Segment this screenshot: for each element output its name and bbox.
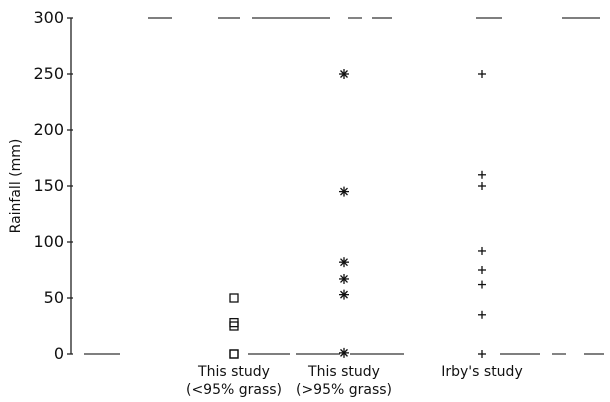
asterisk-point: [339, 186, 349, 197]
y-tick-label: 0: [54, 344, 64, 363]
y-tick-label: 50: [44, 288, 64, 307]
y-tick-label: 200: [33, 120, 64, 139]
square-point: [229, 349, 239, 359]
y-tick-label: 250: [33, 64, 64, 83]
asterisk-point: [339, 289, 349, 300]
asterisk-point: [339, 347, 349, 358]
category-label-line2: (>95% grass): [296, 382, 392, 398]
plus-point: [478, 310, 486, 319]
plus-point: [478, 350, 486, 358]
asterisk-point: [339, 273, 349, 284]
square-point: [229, 317, 239, 328]
square-point: [229, 293, 239, 303]
asterisk-point: [339, 257, 349, 268]
asterisk-point: [339, 69, 349, 79]
plus-point: [478, 246, 486, 255]
square-point: [229, 349, 239, 359]
plus-point: [478, 266, 486, 274]
category-label-line1: This study: [197, 364, 270, 380]
y-tick-label: 100: [33, 232, 64, 251]
data-points: [229, 69, 486, 359]
y-axis-ticks: 0 50 100 150 200 250 300: [33, 8, 73, 363]
plus-point: [478, 70, 486, 78]
y-tick-label: 300: [33, 8, 64, 27]
category-label-line2: (<95% grass): [186, 382, 282, 398]
y-tick-label: 150: [33, 176, 64, 195]
plus-point: [478, 280, 486, 289]
plus-point: [478, 182, 486, 190]
category-labels: This study (<95% grass) This study (>95% gr…: [186, 364, 523, 398]
plot-frame: [84, 17, 604, 355]
category-label-line1: This study: [307, 364, 380, 380]
category-label-line1: Irby's study: [441, 364, 522, 380]
plus-point: [478, 170, 486, 179]
y-axis-title: Rainfall (mm): [8, 139, 24, 234]
